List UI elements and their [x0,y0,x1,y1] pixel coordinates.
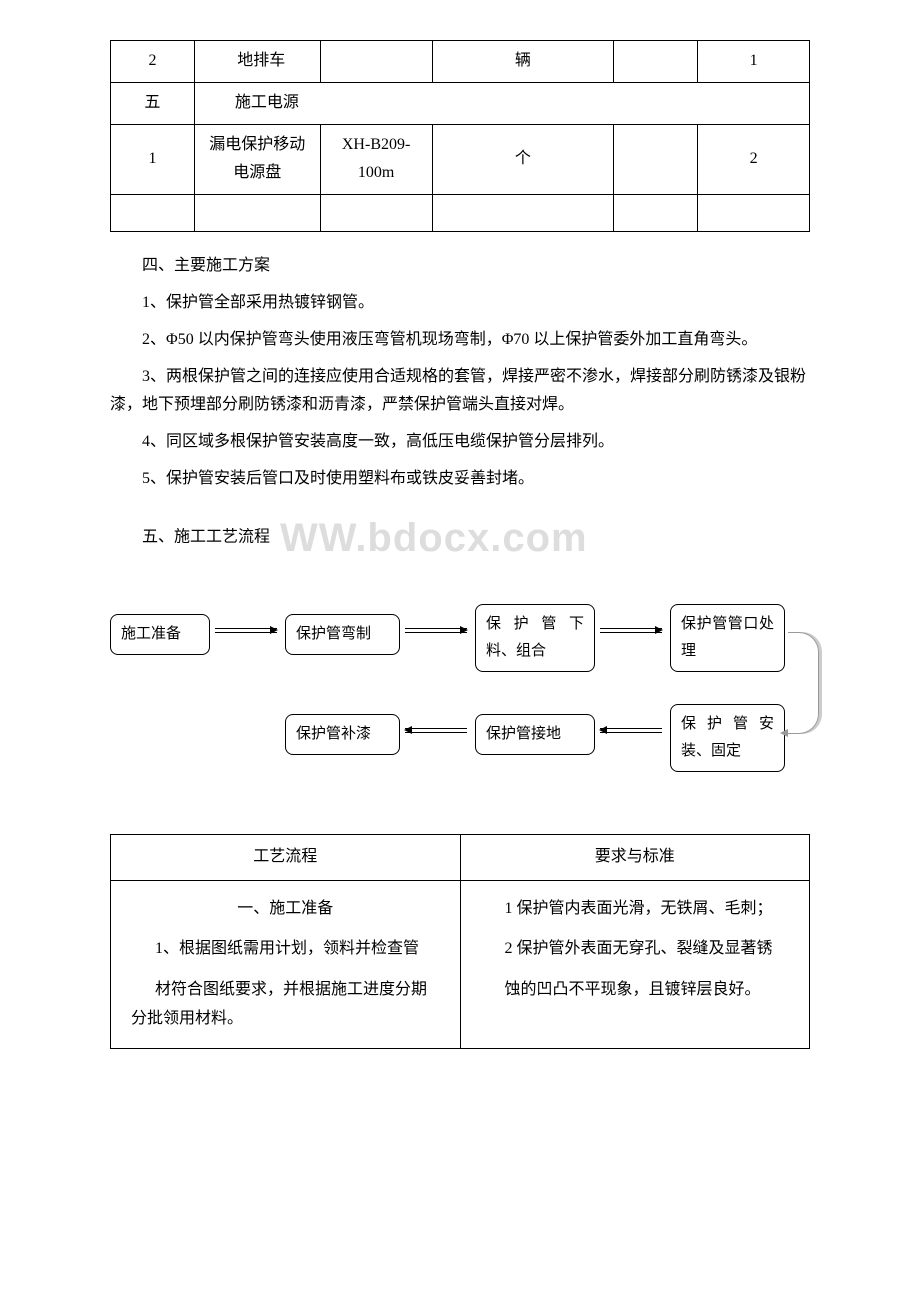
flow-node-opening: 保护管管口处理 [670,604,785,672]
table-header-row: 工艺流程 要求与标准 [111,834,810,880]
table-row: 2 地排车 辆 1 [111,41,810,83]
flow-arrow [215,632,277,633]
table-row: 一、施工准备 1、根据图纸需用计划，领料并检查管 材符合图纸要求，并根据施工进度… [111,880,810,1048]
flow-arrow [600,732,662,733]
cell-unit: 辆 [432,41,614,83]
section-4-p2: 2、Φ50 以内保护管弯头使用液压弯管机现场弯制，Φ70 以上保护管委外加工直角… [110,326,810,355]
cell-name: 漏电保护移动电源盘 [194,124,320,195]
process-flowchart: 施工准备 保护管弯制 保 护 管 下料、组合 保护管管口处理 保护管补漆 保护管… [110,604,810,774]
cell-seq: 五 [111,82,195,124]
section-4-p3: 3、两根保护管之间的连接应使用合适规格的套管，焊接严密不渗水，焊接部分刷防锈漆及… [110,363,810,421]
cell-qty: 1 [698,41,810,83]
process-subtitle: 一、施工准备 [131,895,440,924]
watermark-text: WW.bdocx.com [280,516,588,560]
cell-blank [614,41,698,83]
equipment-table: 2 地排车 辆 1 五 施工电源 1 漏电保护移动电源盘 XH-B209-100… [110,40,810,232]
section-4-p4: 4、同区域多根保护管安装高度一致，高低压电缆保护管分层排列。 [110,428,810,457]
header-standard: 要求与标准 [460,834,810,880]
flow-node-cut: 保 护 管 下料、组合 [475,604,595,672]
process-text: 材符合图纸要求，并根据施工进度分期分批领用材料。 [131,976,440,1034]
flow-node-prepare: 施工准备 [110,614,210,655]
flow-node-bend: 保护管弯制 [285,614,400,655]
cell-section-title: 施工电源 [194,82,809,124]
cell-name: 地排车 [194,41,320,83]
cell-seq: 2 [111,41,195,83]
process-standards-table: 工艺流程 要求与标准 一、施工准备 1、根据图纸需用计划，领料并检查管 材符合图… [110,834,810,1049]
flow-arrow [405,732,467,733]
flow-arrow [600,632,662,633]
flow-arrow [405,632,467,633]
section-4-p1: 1、保护管全部采用热镀锌钢管。 [110,289,810,318]
process-cell: 一、施工准备 1、根据图纸需用计划，领料并检查管 材符合图纸要求，并根据施工进度… [111,880,461,1048]
section-5-title: 五、施工工艺流程 [142,528,270,545]
standard-text: 蚀的凹凸不平现象，且镀锌层良好。 [481,976,790,1005]
cell-qty: 2 [698,124,810,195]
process-text: 1、根据图纸需用计划，领料并检查管 [131,935,440,964]
header-process: 工艺流程 [111,834,461,880]
flow-node-paint: 保护管补漆 [285,714,400,755]
cell-blank [614,124,698,195]
table-row-section: 五 施工电源 [111,82,810,124]
standard-text: 2 保护管外表面无穿孔、裂缝及显著锈 [481,935,790,964]
standard-text: 1 保护管内表面光滑，无铁屑、毛刺； [481,895,790,924]
cell-spec [320,41,432,83]
table-row: 1 漏电保护移动电源盘 XH-B209-100m 个 2 [111,124,810,195]
standard-cell: 1 保护管内表面光滑，无铁屑、毛刺； 2 保护管外表面无穿孔、裂缝及显著锈 蚀的… [460,880,810,1048]
flow-curve-arrow [788,632,819,734]
cell-unit: 个 [432,124,614,195]
section-4-title: 四、主要施工方案 [110,252,810,281]
cell-seq: 1 [111,124,195,195]
cell-spec: XH-B209-100m [320,124,432,195]
flow-node-ground: 保护管接地 [475,714,595,755]
table-row-empty [111,195,810,232]
flow-node-install: 保 护 管 安装、固定 [670,704,785,772]
section-4-p5: 5、保护管安装后管口及时使用塑料布或铁皮妥善封堵。 [110,465,810,494]
